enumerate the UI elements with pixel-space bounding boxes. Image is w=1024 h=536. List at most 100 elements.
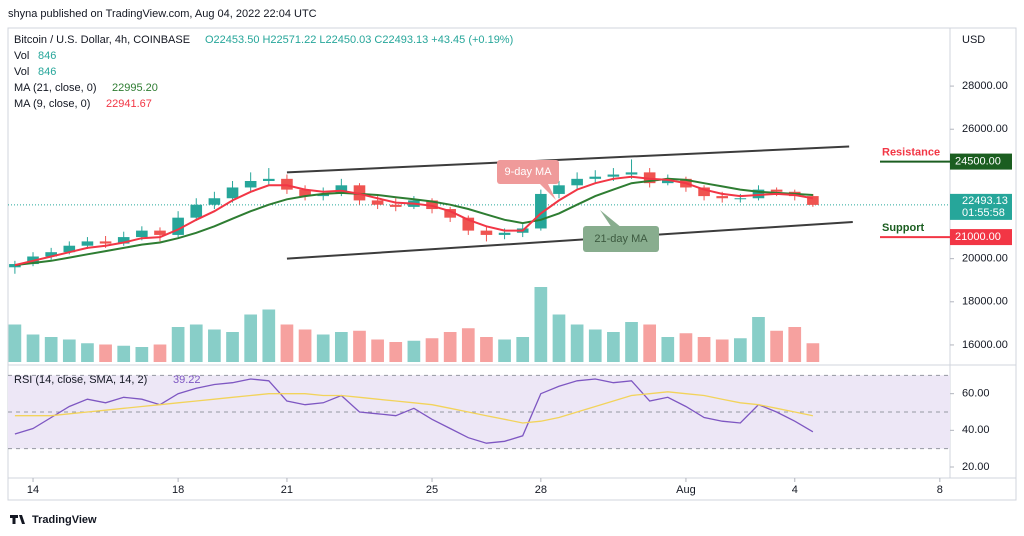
publish-info: shyna published on TradingView.com, Aug …: [8, 8, 317, 20]
candle-body: [154, 230, 166, 235]
volume-bar: [26, 334, 40, 362]
rsi-line: [14, 378, 814, 444]
candle-body: [444, 209, 456, 218]
candle-body: [117, 237, 130, 244]
volume-bar: [498, 339, 511, 362]
candle-body: [99, 241, 112, 244]
volume-legend-label: Vol: [14, 50, 29, 62]
candle-body: [589, 176, 602, 179]
candle-body: [172, 217, 184, 235]
candle-body: [770, 189, 783, 192]
volume-legend-label: Vol: [14, 66, 29, 78]
volume-bar: [334, 332, 348, 362]
candle-body: [353, 185, 366, 201]
countdown: 01:55:58: [962, 207, 1005, 219]
rsi-line: [14, 391, 814, 424]
volume-bar: [298, 329, 312, 362]
volume-bar: [806, 343, 820, 362]
y-tick-label: 28000.00: [962, 80, 1008, 92]
x-tick-label: 21: [281, 484, 293, 496]
candle-body: [607, 174, 620, 177]
ma-legend-name: MA (9, close, 0): [14, 98, 90, 110]
candle-body: [625, 172, 638, 175]
volume-bar: [171, 327, 185, 362]
volume-bar: [353, 330, 366, 362]
x-tick-label: 4: [792, 484, 798, 496]
callout-box: [583, 226, 659, 252]
volume-bar: [443, 332, 457, 362]
x-tick-label: Aug: [676, 484, 696, 496]
moving-average: [14, 175, 814, 267]
candle-body: [335, 185, 348, 194]
x-tick-label: 14: [27, 484, 39, 496]
ma-legend-value: 22941.67: [106, 98, 152, 110]
plot-layer: 14 18 21 25 28 Aug 4 8 16000.00 18000.00 20000.00 2…: [8, 80, 1012, 496]
volume-bar: [788, 327, 802, 362]
y-tick-label: 16000.00: [962, 339, 1008, 351]
y-tick-label: 18000.00: [962, 296, 1008, 308]
volume-bar: [208, 329, 221, 362]
candle-body: [553, 185, 565, 194]
volume-bar: [570, 324, 584, 362]
x-tick-label: 25: [426, 484, 438, 496]
currency: USD: [962, 34, 985, 46]
trend-line: [286, 145, 850, 174]
volume-bar: [153, 344, 167, 362]
x-tick-label: 28: [535, 484, 547, 496]
volume-bar: [461, 328, 475, 362]
volume-bar: [371, 339, 384, 362]
level-tag-label: 21000.00: [955, 231, 1001, 243]
callout-pointer: [600, 210, 622, 228]
candle-body: [535, 193, 547, 229]
volume-bar: [226, 332, 239, 362]
chart-frame: [7, 27, 1017, 501]
volume-bar: [44, 337, 58, 362]
candle-body: [371, 200, 384, 205]
candle-body: [9, 264, 21, 268]
candle-body: [807, 196, 819, 205]
callout-text: 9-day MA: [504, 166, 552, 178]
y-tick-label: 20000.00: [962, 253, 1008, 265]
volume-bar: [389, 342, 403, 362]
rsi-title: RSI (14, close, SMA, 14, 2): [14, 374, 147, 386]
volume-bar: [516, 337, 530, 362]
volume-bar: [552, 314, 566, 362]
callout-pointer: [540, 184, 556, 200]
volume-bar: [407, 340, 421, 362]
price-tag: [950, 193, 1012, 220]
candle-body: [698, 187, 710, 197]
volume-bar: [715, 339, 729, 362]
level-name: Resistance: [882, 146, 940, 158]
volume-bar: [679, 333, 693, 362]
callout-text: 21-day MA: [594, 233, 648, 245]
level-name: Support: [882, 222, 924, 234]
trend-line: [286, 220, 853, 260]
candle-body: [262, 178, 275, 181]
candle-body: [81, 241, 94, 246]
rsi-value: 39.22: [173, 374, 201, 386]
volume-bar: [189, 324, 203, 362]
volume-bar: [534, 287, 548, 362]
candle-body: [389, 204, 402, 207]
candle-body: [45, 252, 57, 257]
volume-bar: [135, 347, 149, 362]
ma-legend-name: MA (21, close, 0): [14, 82, 97, 94]
x-tick-label: 18: [172, 484, 184, 496]
y-tick-label: 20.00: [962, 461, 990, 473]
volume-bar: [262, 309, 276, 362]
candle-body: [208, 198, 221, 205]
footer-brand: TradingView: [32, 514, 97, 526]
candle-body: [661, 178, 674, 184]
volume-bar: [770, 330, 783, 362]
candle-body: [190, 204, 203, 218]
ma-legend-value: 22995.20: [112, 82, 158, 94]
volume-bar: [625, 322, 638, 362]
volume-bar: [316, 334, 330, 362]
volume-bar: [425, 338, 439, 362]
y-tick-label: 26000.00: [962, 123, 1008, 135]
candle-body: [63, 245, 76, 253]
callout-box: [497, 160, 559, 184]
candle-body: [462, 217, 475, 231]
candle-body: [734, 198, 747, 200]
